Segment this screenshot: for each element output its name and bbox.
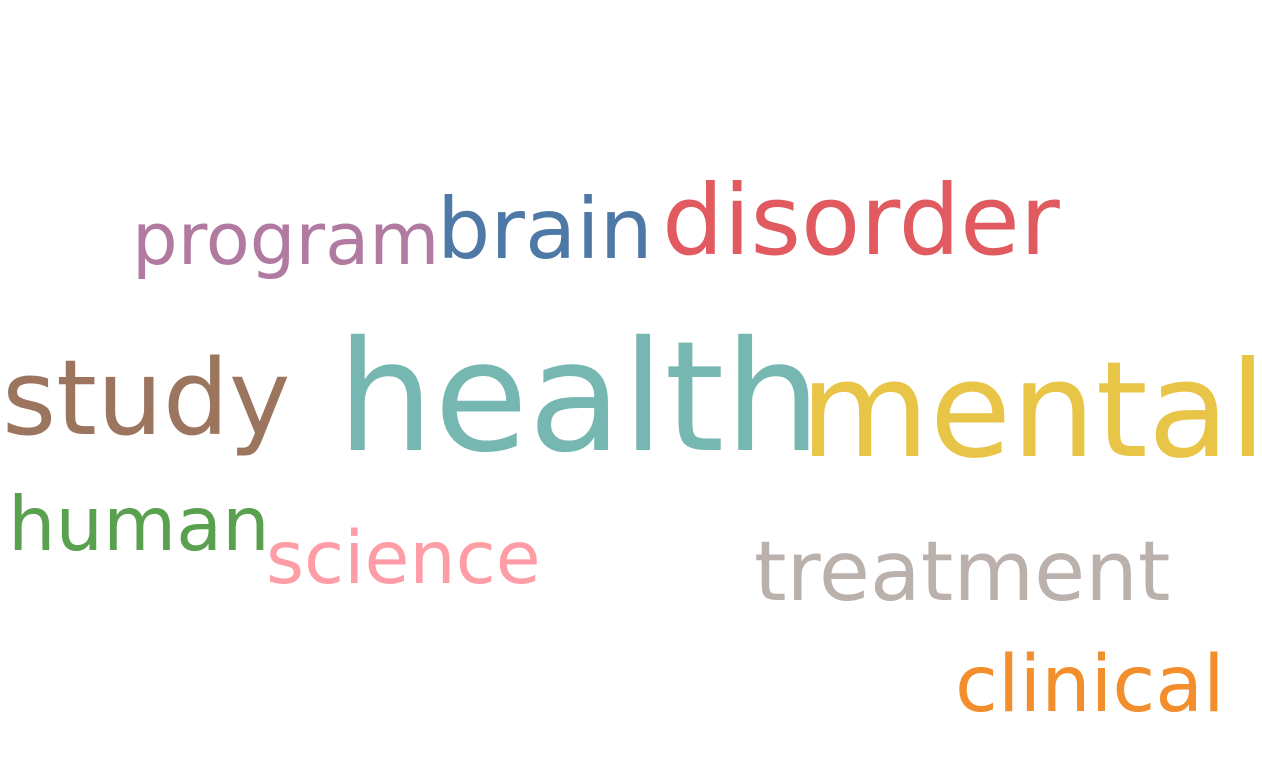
word-human: human (8, 480, 270, 568)
word-mental: mental (800, 334, 1262, 488)
word-health: health (337, 309, 822, 487)
word-clinical: clinical (955, 640, 1225, 730)
word-disorder: disorder (662, 164, 1060, 277)
word-treatment: treatment (754, 523, 1171, 620)
word-brain: brain (437, 180, 653, 278)
word-program: program (132, 197, 440, 281)
word-science: science (266, 516, 541, 601)
word-study: study (2, 337, 291, 459)
